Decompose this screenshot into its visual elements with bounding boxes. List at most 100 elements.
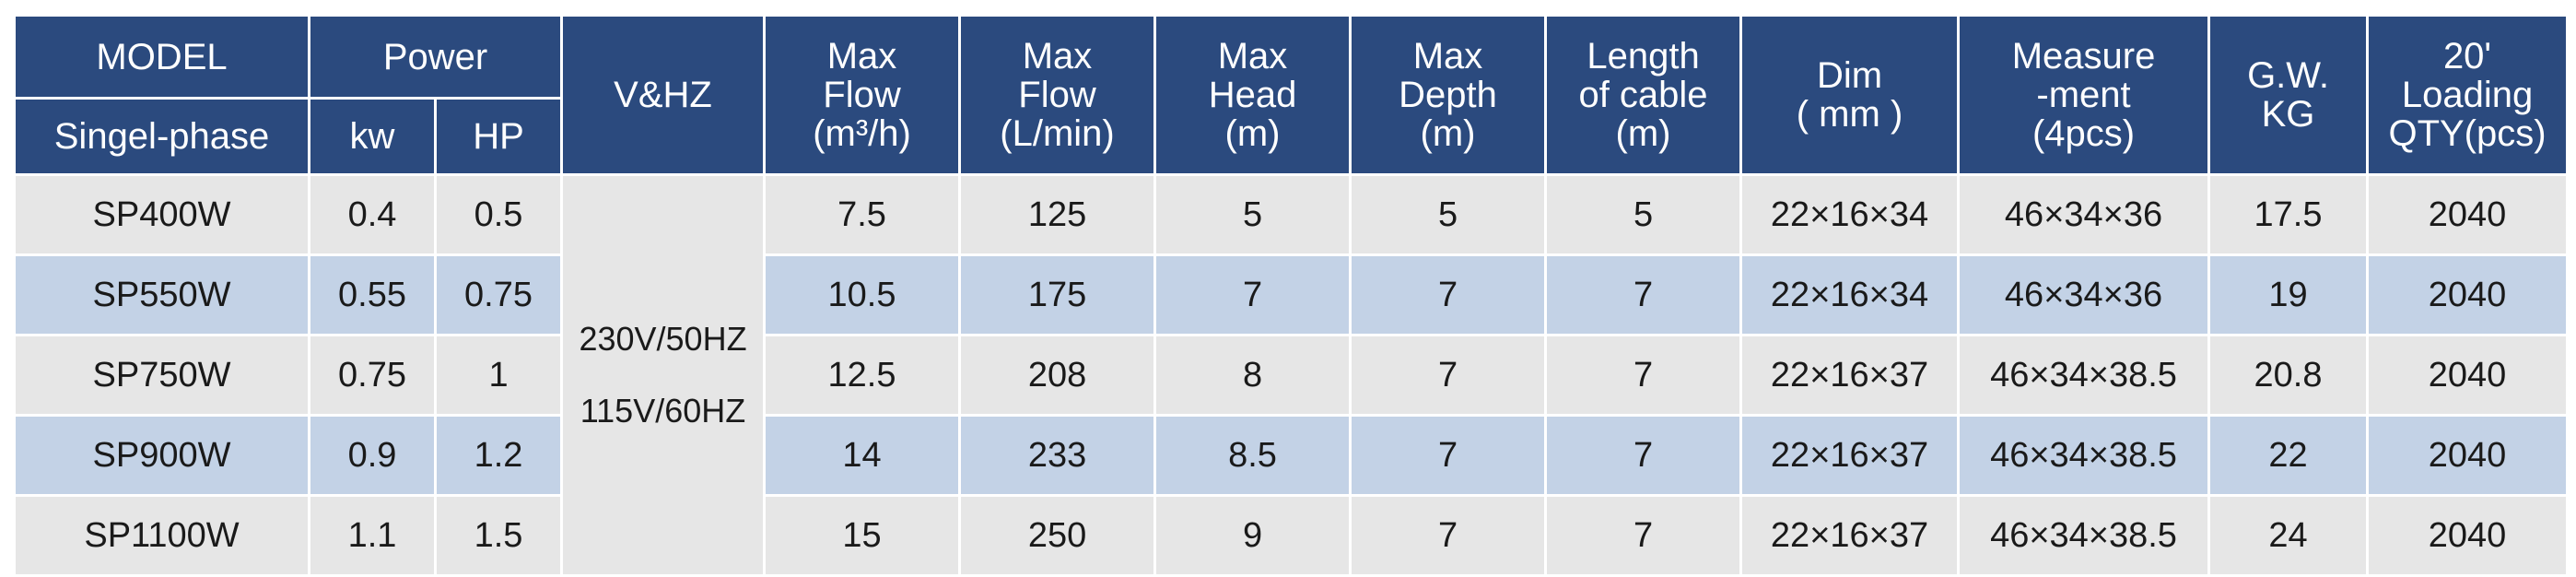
table-row: SP900W 0.9 1.2 14 233 8.5 7 7 22×16×37 4… (13, 414, 2570, 497)
header-line: (m³/h) (813, 113, 911, 154)
header-line: (m) (1224, 113, 1281, 154)
cell-measurement: 46×34×38.5 (1957, 414, 2211, 497)
cell-depth: 7 (1349, 334, 1548, 417)
header-line: (m) (1615, 113, 1671, 154)
cell-cable: 5 (1544, 173, 1743, 256)
cell-kw: 0.55 (308, 253, 437, 336)
cell-gross-weight: 22 (2207, 414, 2370, 497)
cell-dim: 22×16×37 (1739, 334, 1961, 417)
cell-gross-weight: 20.8 (2207, 334, 2370, 417)
header-line: 20' (2442, 36, 2492, 77)
header-model-sub: Singel-phase (13, 97, 310, 176)
header-line: -ment (2036, 75, 2131, 115)
header-cable-length: Length of cable (m) (1544, 14, 1743, 176)
header-power: Power (307, 14, 564, 100)
cell-loading-qty: 2040 (2366, 334, 2570, 417)
cell-loading-qty: 2040 (2366, 414, 2570, 497)
table-row: SP750W 0.75 1 12.5 208 8 7 7 22×16×37 46… (13, 334, 2570, 417)
header-line: Measure (2011, 36, 2156, 77)
table-header: MODEL Power V&HZ Max Flow (m³/h) Max Flo… (13, 14, 2570, 176)
header-loading-qty: 20' Loading QTY(pcs) (2366, 14, 2570, 176)
header-line: Depth (1399, 75, 1497, 115)
cell-model: SP750W (13, 334, 310, 417)
table-row: SP550W 0.55 0.75 10.5 175 7 7 7 22×16×34… (13, 253, 2570, 336)
header-line: Head (1208, 75, 1297, 115)
cell-measurement: 46×34×38.5 (1957, 334, 2211, 417)
header-vhz: V&HZ (560, 14, 767, 176)
cell-model: SP550W (13, 253, 310, 336)
cell-model: SP400W (13, 173, 310, 256)
cell-depth: 7 (1349, 253, 1548, 336)
cell-cable: 7 (1544, 494, 1743, 577)
cell-flow-lmin: 208 (958, 334, 1157, 417)
header-line: Flow (823, 75, 901, 115)
cell-hp: 0.75 (433, 253, 564, 336)
cell-measurement: 46×34×36 (1957, 253, 2211, 336)
cell-flow-m3h: 15 (763, 494, 962, 577)
cell-depth: 7 (1349, 414, 1548, 497)
header-max-flow-lmin: Max Flow (L/min) (958, 14, 1157, 176)
cell-dim: 22×16×37 (1739, 414, 1961, 497)
cell-hp: 1.5 (433, 494, 564, 577)
cell-model: SP1100W (13, 494, 310, 577)
cell-kw: 1.1 (308, 494, 437, 577)
cell-flow-m3h: 12.5 (763, 334, 962, 417)
header-line: Max (1217, 36, 1288, 77)
cell-depth: 5 (1349, 173, 1548, 256)
header-model: MODEL (13, 14, 310, 100)
header-line: Dim (1816, 55, 1883, 96)
cell-flow-m3h: 10.5 (763, 253, 962, 336)
header-line: Max (826, 36, 897, 77)
cell-flow-m3h: 14 (763, 414, 962, 497)
header-line: Loading (2401, 75, 2534, 115)
cell-depth: 7 (1349, 494, 1548, 577)
header-hp: HP (433, 97, 564, 176)
pump-spec-table: MODEL Power V&HZ Max Flow (m³/h) Max Flo… (13, 14, 2570, 577)
header-kw: kw (308, 97, 437, 176)
header-max-depth: Max Depth (m) (1349, 14, 1548, 176)
table-row: SP1100W 1.1 1.5 15 250 9 7 7 22×16×37 46… (13, 494, 2570, 577)
cell-head: 8.5 (1153, 414, 1352, 497)
cell-kw: 0.4 (308, 173, 437, 256)
cell-flow-m3h: 7.5 (763, 173, 962, 256)
cell-voltage-frequency: 230V/50HZ 115V/60HZ (560, 173, 767, 577)
cell-gross-weight: 19 (2207, 253, 2370, 336)
cell-flow-lmin: 233 (958, 414, 1157, 497)
cell-dim: 22×16×34 (1739, 173, 1961, 256)
cell-flow-lmin: 125 (958, 173, 1157, 256)
spec-table-container: MODEL Power V&HZ Max Flow (m³/h) Max Flo… (13, 14, 2570, 577)
table-body: SP400W 0.4 0.5 230V/50HZ 115V/60HZ 7.5 1… (13, 173, 2570, 577)
cell-loading-qty: 2040 (2366, 253, 2570, 336)
cell-measurement: 46×34×38.5 (1957, 494, 2211, 577)
cell-flow-lmin: 175 (958, 253, 1157, 336)
header-measurement: Measure -ment (4pcs) (1957, 14, 2211, 176)
voltage-line: 230V/50HZ (579, 320, 747, 358)
cell-loading-qty: 2040 (2366, 494, 2570, 577)
header-line: of cable (1578, 75, 1708, 115)
cell-cable: 7 (1544, 414, 1743, 497)
cell-loading-qty: 2040 (2366, 173, 2570, 256)
cell-gross-weight: 17.5 (2207, 173, 2370, 256)
cell-kw: 0.75 (308, 334, 437, 417)
cell-hp: 1 (433, 334, 564, 417)
cell-model: SP900W (13, 414, 310, 497)
cell-gross-weight: 24 (2207, 494, 2370, 577)
header-line: ( mm ) (1796, 94, 1903, 135)
header-line: QTY(pcs) (2388, 113, 2547, 154)
table-row: SP400W 0.4 0.5 230V/50HZ 115V/60HZ 7.5 1… (13, 173, 2570, 577)
header-line: Max (1022, 36, 1093, 77)
header-max-head: Max Head (m) (1153, 14, 1352, 176)
header-gross-weight: G.W. KG (2207, 14, 2370, 176)
cell-measurement: 46×34×36 (1957, 173, 2211, 256)
header-line: KG (2261, 94, 2315, 135)
cell-dim: 22×16×34 (1739, 253, 1961, 336)
header-line: (L/min) (1000, 113, 1115, 154)
cell-kw: 0.9 (308, 414, 437, 497)
cell-head: 7 (1153, 253, 1352, 336)
header-max-flow-m3h: Max Flow (m³/h) (763, 14, 962, 176)
header-dim: Dim ( mm ) (1739, 14, 1961, 176)
cell-dim: 22×16×37 (1739, 494, 1961, 577)
header-line: Max (1412, 36, 1483, 77)
header-line: Length (1587, 36, 1700, 77)
cell-head: 8 (1153, 334, 1352, 417)
